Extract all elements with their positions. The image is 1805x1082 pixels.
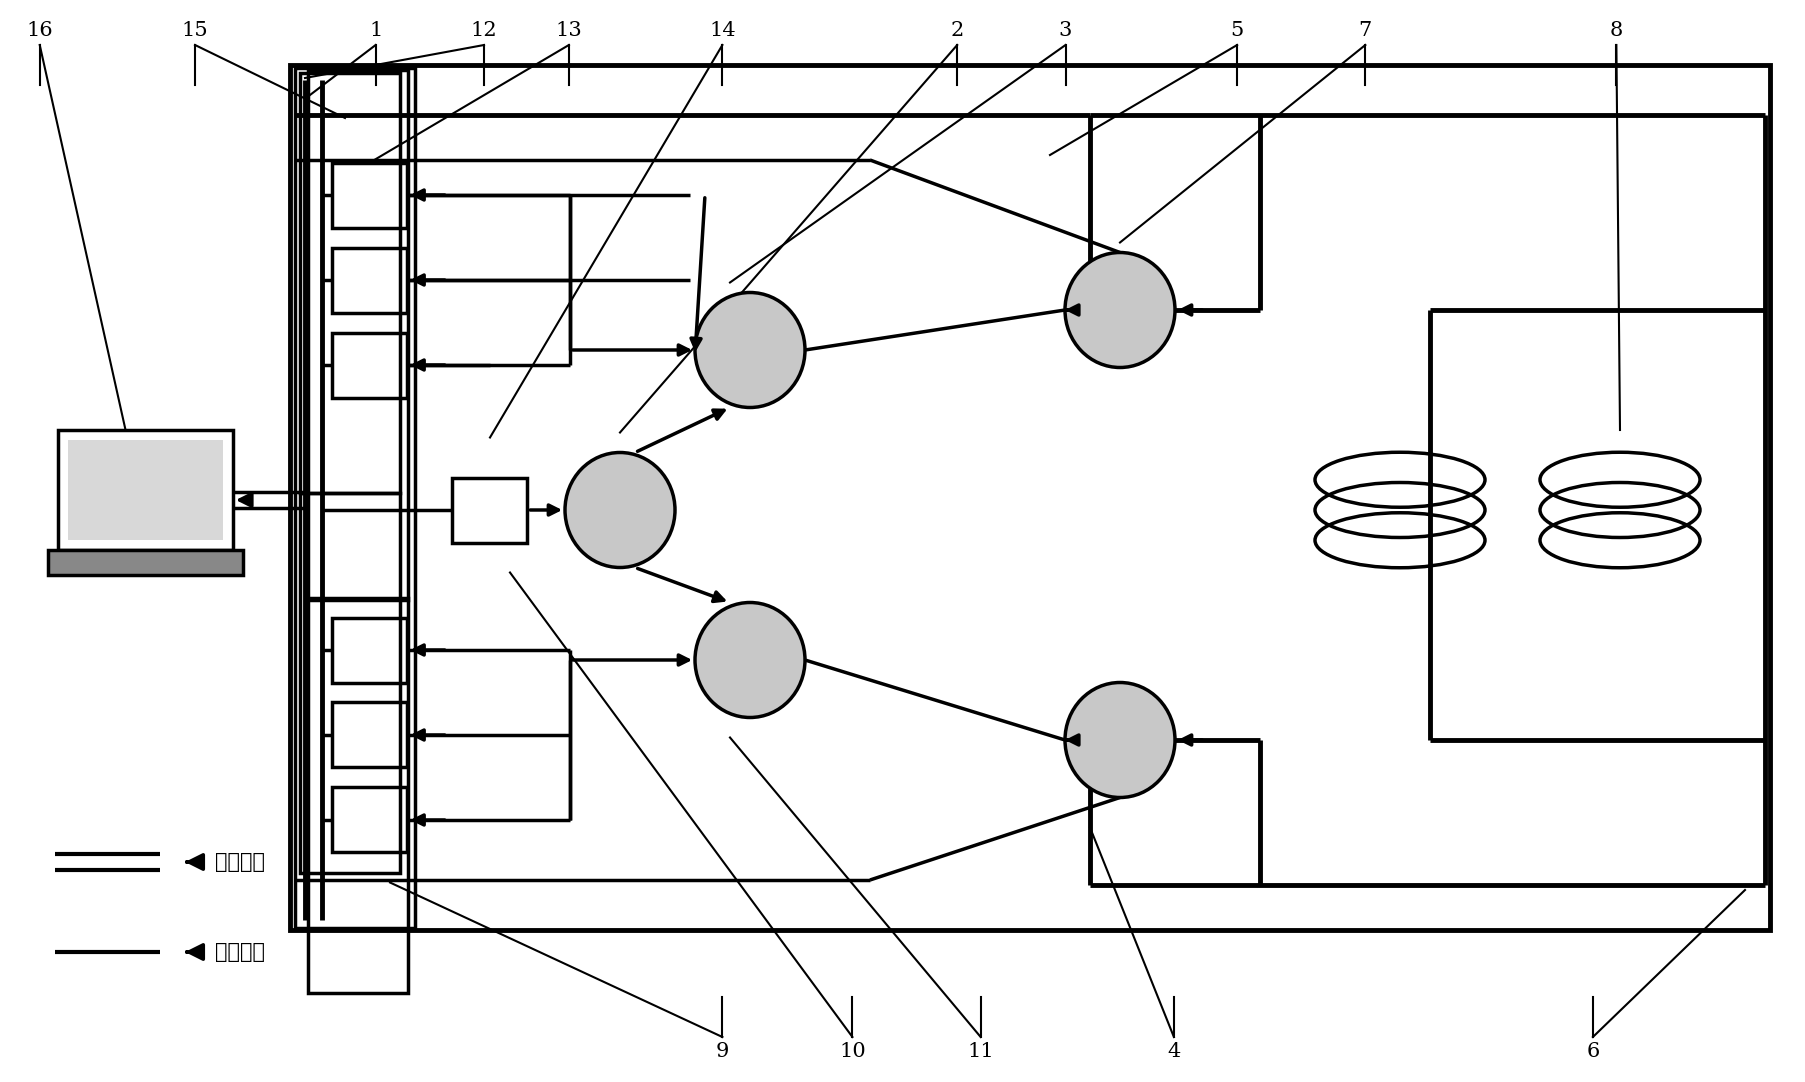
Text: 6: 6 [1585,1042,1599,1061]
Bar [453,477,527,542]
Bar [332,702,408,767]
Text: 1: 1 [368,21,383,40]
Bar [332,788,408,853]
Ellipse shape [695,292,805,408]
Bar [309,598,408,993]
Bar [332,332,408,397]
Text: 12: 12 [471,21,496,40]
Text: 2: 2 [949,21,964,40]
Bar [300,72,399,493]
Bar [69,440,222,540]
Bar [332,162,408,227]
Bar [49,550,244,575]
Bar [300,493,399,873]
Text: 3: 3 [1058,21,1072,40]
Text: 电线连接: 电线连接 [215,852,265,872]
Ellipse shape [565,452,675,567]
Text: 14: 14 [709,21,735,40]
Text: 光纤连接: 光纤连接 [215,942,265,962]
Text: 10: 10 [839,1042,865,1061]
Text: 16: 16 [27,21,52,40]
Bar [294,68,415,928]
Text: 5: 5 [1229,21,1244,40]
Ellipse shape [1065,252,1175,368]
Text: 15: 15 [182,21,208,40]
Ellipse shape [695,603,805,717]
Bar [309,70,408,601]
Bar [291,65,1769,931]
Text: 11: 11 [967,1042,993,1061]
Ellipse shape [1065,683,1175,797]
Bar [332,618,408,683]
Text: 7: 7 [1357,21,1372,40]
Text: 8: 8 [1608,21,1623,40]
Bar [58,430,233,550]
Bar [332,248,408,313]
Text: 4: 4 [1166,1042,1180,1061]
Text: 13: 13 [556,21,581,40]
Text: 9: 9 [715,1042,729,1061]
